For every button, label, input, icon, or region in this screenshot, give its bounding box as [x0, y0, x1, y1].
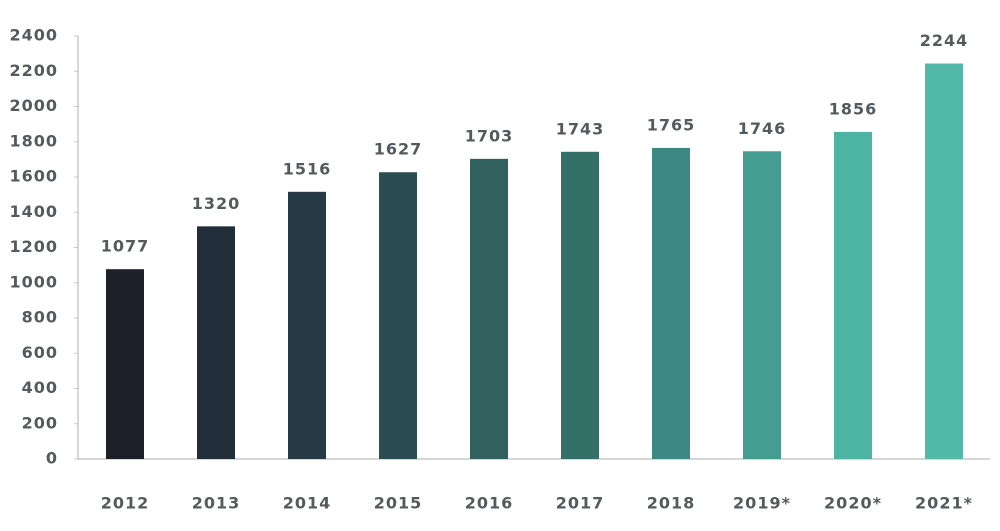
y-tick-label: 400: [22, 378, 58, 397]
value-label: 1743: [556, 119, 605, 138]
x-tick-label: 2020*: [824, 494, 882, 513]
x-tick-label: 2018: [647, 494, 696, 513]
value-label: 1516: [283, 159, 332, 178]
y-tick-label: 600: [22, 343, 58, 362]
x-tick-label: 2014: [283, 494, 332, 513]
value-label: 1320: [192, 194, 241, 213]
y-tick-label: 0: [46, 449, 58, 468]
x-tick-label: 2012: [101, 494, 150, 513]
bar: [197, 226, 235, 459]
value-label: 1856: [829, 99, 878, 118]
bar: [743, 151, 781, 459]
bar: [106, 269, 144, 459]
value-label: 1746: [738, 119, 787, 138]
value-label: 1765: [647, 115, 696, 134]
value-label: 2244: [920, 31, 969, 50]
bar: [834, 131, 872, 459]
x-tick-label: 2021*: [915, 494, 973, 513]
y-tick-label: 800: [22, 308, 58, 327]
bar: [288, 191, 326, 459]
x-tick-label: 2013: [192, 494, 241, 513]
x-tick-label: 2017: [556, 494, 605, 513]
value-label: 1703: [465, 126, 514, 145]
y-tick-label: 2000: [9, 96, 58, 115]
bar: [925, 63, 963, 460]
value-label: 1077: [101, 237, 150, 256]
y-tick-label: 200: [22, 413, 58, 432]
bar: [379, 172, 417, 459]
y-tick-label: 2200: [9, 61, 58, 80]
bar: [652, 147, 690, 459]
y-tick-label: 2400: [9, 26, 58, 45]
x-tick-label: 2015: [374, 494, 423, 513]
bar: [561, 151, 599, 459]
y-tick-label: 1200: [9, 237, 58, 256]
y-tick-label: 1000: [9, 272, 58, 291]
y-tick-label: 1600: [9, 167, 58, 186]
bar: [470, 158, 508, 459]
y-tick-label: 1400: [9, 202, 58, 221]
y-tick-label: 1800: [9, 131, 58, 150]
x-tick-label: 2019*: [733, 494, 791, 513]
value-label: 1627: [374, 140, 423, 159]
x-tick-label: 2016: [465, 494, 514, 513]
